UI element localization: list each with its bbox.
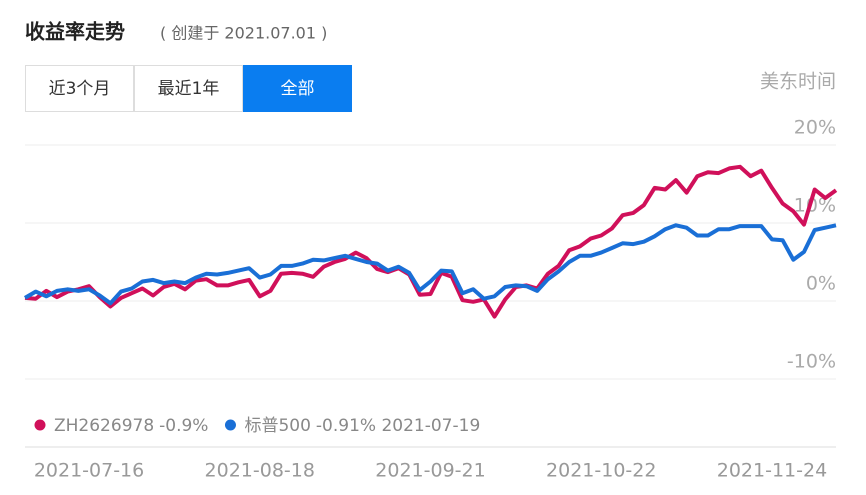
- y-tick-label: 20%: [794, 117, 836, 139]
- x-tick-label: 2021-08-18: [205, 460, 315, 482]
- x-tick-label: 2021-09-21: [375, 460, 485, 482]
- legend-info: -0.9%: [159, 416, 208, 436]
- series-line: [23, 223, 837, 306]
- x-tick-label: 2021-11-24: [717, 460, 827, 482]
- y-tick-label: 0%: [806, 273, 836, 295]
- tab-button[interactable]: [243, 65, 352, 112]
- legend-name[interactable]: ZH2626978: [54, 416, 154, 436]
- tab-button[interactable]: [134, 65, 243, 112]
- y-tick-label: -10%: [787, 351, 836, 373]
- tab-label[interactable]: 全部: [281, 79, 315, 99]
- legend-info: -0.91% 2021-07-19: [316, 416, 480, 436]
- subtitle: ( 创建于 2021.07.01 ): [160, 24, 327, 43]
- title: 收益率走势: [25, 20, 125, 44]
- x-tick-label: 2021-10-22: [546, 460, 656, 482]
- timezone: 美东时间: [760, 71, 836, 93]
- y-tick-label: 10%: [794, 195, 836, 217]
- tab-label[interactable]: 最近1年: [158, 79, 220, 99]
- x-tick-label: 2021-07-16: [34, 460, 144, 482]
- legend-marker: [224, 419, 236, 431]
- tab-label[interactable]: 近3个月: [49, 79, 111, 99]
- legend-name[interactable]: 标普500: [244, 416, 310, 436]
- series-line: [24, 164, 838, 319]
- legend-marker: [34, 419, 46, 431]
- tab-button[interactable]: [25, 65, 134, 112]
